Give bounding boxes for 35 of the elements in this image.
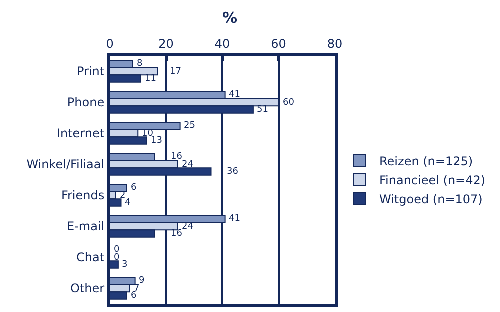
x-tick-label: 80 xyxy=(327,37,343,52)
y-tick-label: Friends xyxy=(61,188,105,203)
data-label: 8 xyxy=(137,59,143,69)
y-tick-label: Phone xyxy=(67,96,105,110)
legend-label: Reizen (n=125) xyxy=(380,154,474,169)
y-tick-label: Print xyxy=(76,64,105,79)
y-tick-label: Winkel/Filiaal xyxy=(26,158,105,172)
x-tick-label: 0 xyxy=(106,37,114,52)
data-label: 60 xyxy=(283,98,295,108)
data-label: 6 xyxy=(131,291,137,301)
x-tick-label: 40 xyxy=(214,37,230,52)
x-tick-label: 60 xyxy=(271,37,286,52)
data-label: 24 xyxy=(182,160,194,170)
x-tick-label: 20 xyxy=(158,37,174,52)
y-tick-label: Chat xyxy=(76,250,105,265)
y-tick-label: Other xyxy=(70,282,105,296)
data-label: 36 xyxy=(227,167,239,177)
data-label: 41 xyxy=(229,90,240,100)
data-label: 4 xyxy=(125,198,131,208)
data-label: 41 xyxy=(229,214,240,224)
data-label: 6 xyxy=(131,183,137,193)
legend-label: Financieel (n=42) xyxy=(380,174,486,188)
y-tick-label: E-mail xyxy=(66,220,105,234)
data-label: 9 xyxy=(139,276,145,286)
data-label: 25 xyxy=(184,121,196,131)
data-label: 0 xyxy=(114,253,120,263)
y-tick-label: Internet xyxy=(56,126,105,141)
data-label: 0 xyxy=(114,245,120,255)
data-label: 16 xyxy=(171,152,183,162)
data-label: 13 xyxy=(151,136,162,146)
bar xyxy=(110,260,119,269)
chart-title: % xyxy=(222,8,238,27)
data-label: 17 xyxy=(170,67,182,77)
legend-label: Witgoed (n=107) xyxy=(380,192,483,207)
data-label: 3 xyxy=(122,260,128,270)
